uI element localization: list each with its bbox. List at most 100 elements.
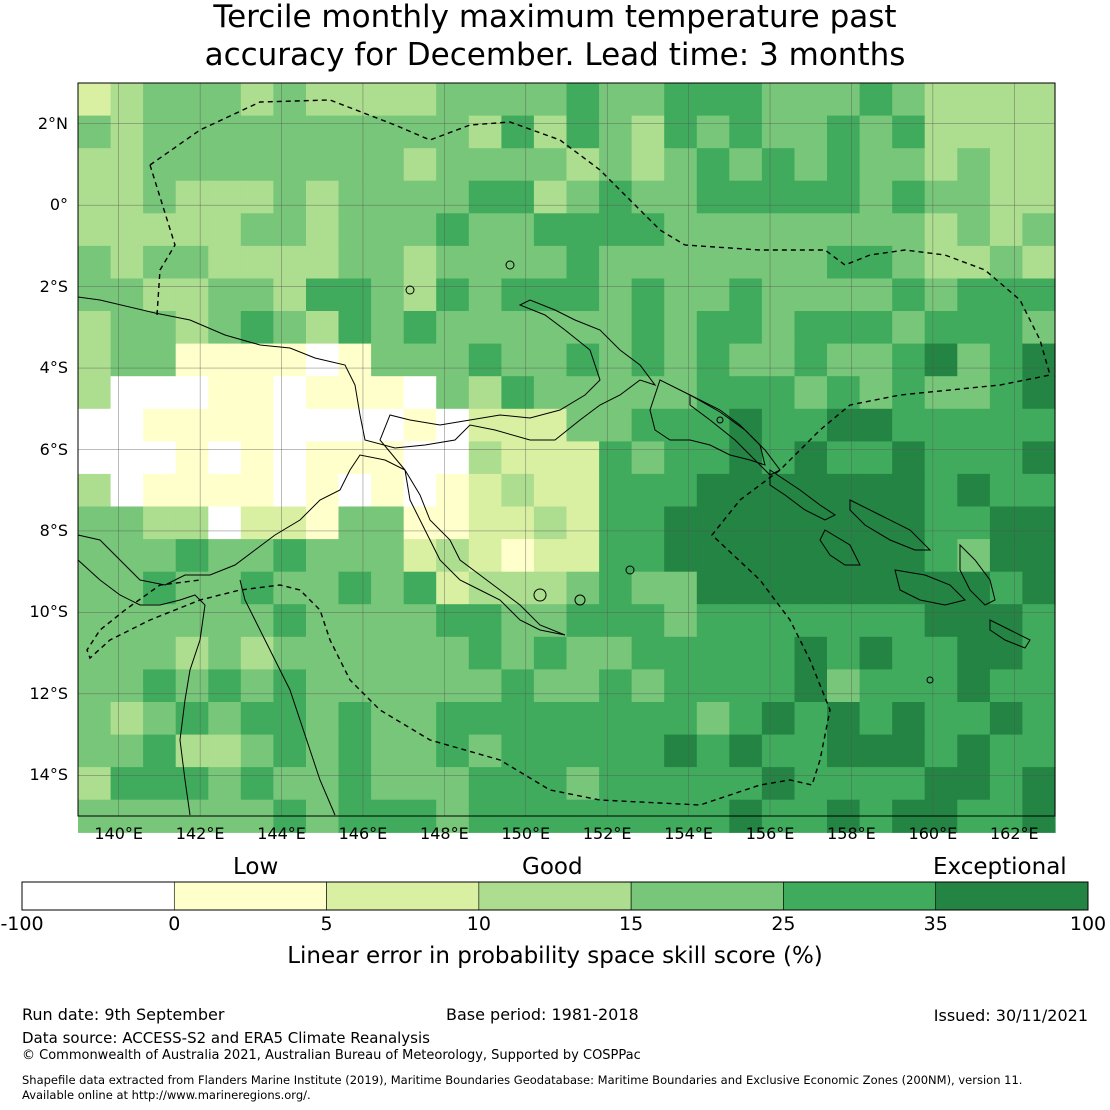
skill-cell — [175, 604, 209, 638]
skill-cell — [794, 376, 828, 410]
skill-cell — [208, 473, 242, 508]
skill-cell — [696, 734, 730, 768]
skill-cell — [175, 669, 209, 703]
skill-cell — [729, 669, 763, 703]
skill-cell — [143, 213, 177, 247]
skill-cell — [240, 245, 274, 280]
skill-cell — [1022, 604, 1056, 638]
skill-cell — [240, 278, 274, 312]
skill-cell — [957, 213, 991, 247]
skill-cell — [761, 571, 796, 605]
skill-cell — [338, 83, 372, 117]
skill-cell — [761, 376, 796, 410]
skill-cell — [892, 180, 926, 214]
skill-cell — [533, 734, 568, 768]
colorbar-tick-label: 10 — [466, 913, 491, 935]
skill-cell — [78, 636, 112, 670]
skill-cell — [501, 376, 535, 410]
skill-cell — [468, 539, 502, 573]
skill-cell — [110, 83, 144, 117]
skill-cell — [143, 148, 177, 182]
skill-cell — [403, 669, 437, 703]
skill-cell — [664, 473, 698, 508]
latitude-label: 2°N — [37, 113, 68, 133]
skill-cell — [827, 669, 861, 703]
skill-cell — [338, 506, 372, 540]
skill-cell — [827, 571, 861, 605]
skill-cell — [696, 245, 730, 280]
map-title-line1: Tercile monthly maximum temperature past — [213, 0, 897, 35]
skill-cell — [371, 213, 405, 247]
skill-cell — [436, 83, 470, 117]
skill-cell — [501, 571, 535, 605]
skill-cell — [1022, 343, 1056, 377]
skill-cell — [533, 441, 568, 475]
skill-cell — [729, 278, 763, 312]
skill-cell — [436, 636, 470, 670]
skill-cell — [664, 311, 698, 345]
skill-cell — [403, 245, 437, 280]
skill-cell — [794, 115, 828, 149]
new-britain-coast — [649, 379, 766, 466]
skill-cell — [696, 278, 730, 312]
skill-cell — [501, 506, 535, 540]
skill-cell — [1022, 767, 1056, 801]
colorbar — [21, 881, 1089, 911]
skill-cell — [273, 213, 307, 247]
skill-cell — [794, 506, 828, 540]
skill-cell — [78, 83, 112, 117]
skill-cell — [696, 571, 730, 605]
skill-cell — [631, 734, 665, 768]
skill-cell — [892, 571, 926, 605]
skill-cell — [371, 506, 405, 540]
skill-cell — [859, 539, 893, 573]
skill-cell — [78, 115, 112, 149]
skill-cell — [273, 571, 307, 605]
map-gridlines — [78, 83, 1055, 816]
skill-cell — [208, 702, 242, 736]
skill-cell — [273, 148, 307, 182]
skill-cell — [696, 180, 730, 214]
skill-cell — [794, 148, 828, 182]
skill-cell — [957, 669, 991, 703]
skill-cell — [371, 115, 405, 149]
skill-cell — [957, 636, 991, 670]
skill-cell — [110, 636, 144, 670]
skill-cell — [664, 571, 698, 605]
skill-cell — [859, 311, 893, 345]
skill-cell — [761, 278, 796, 312]
skill-cell — [892, 734, 926, 768]
skill-cell — [208, 506, 242, 540]
skill-cell — [240, 604, 274, 638]
skill-cell — [436, 180, 470, 214]
skill-cell — [729, 767, 763, 801]
skill-cell — [761, 767, 796, 801]
skill-cell — [892, 213, 926, 247]
skill-cell — [566, 115, 600, 149]
skill-cell — [468, 343, 502, 377]
skill-cell — [631, 311, 665, 345]
skill-cell — [110, 180, 144, 214]
skill-cell — [957, 343, 991, 377]
skill-cell — [566, 441, 600, 475]
skill-cell — [1022, 441, 1056, 475]
skill-cell — [989, 669, 1024, 703]
skill-cell — [273, 539, 307, 573]
skill-cell — [989, 408, 1024, 442]
skill-cell — [827, 408, 861, 442]
skill-cell — [436, 767, 470, 801]
skill-cell — [729, 408, 763, 442]
skill-cell — [1022, 539, 1056, 573]
skill-cell — [306, 376, 340, 410]
skill-cell — [794, 343, 828, 377]
skill-cell — [696, 115, 730, 149]
skill-cell — [1022, 669, 1056, 703]
skill-cell — [175, 311, 209, 345]
skill-cell — [468, 311, 502, 345]
skill-cell — [143, 669, 177, 703]
skill-cell — [468, 376, 502, 410]
skill-cell — [696, 767, 730, 801]
skill-cell — [696, 473, 730, 508]
skill-cell — [175, 767, 209, 801]
